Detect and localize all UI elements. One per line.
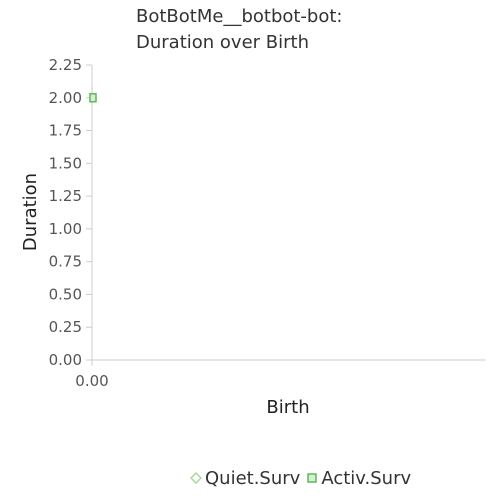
legend-label-activ-surv: Activ.Surv — [321, 467, 412, 489]
y-tick-label: 0.00 — [49, 351, 82, 369]
y-tick-label: 0.25 — [49, 318, 82, 336]
legend-label-quiet-surv: Quiet.Surv — [205, 467, 301, 489]
diamond-marker-icon — [190, 472, 202, 484]
legend-item-quiet-surv[interactable]: Quiet.Surv — [190, 468, 300, 489]
y-axis-title: Duration — [20, 173, 41, 251]
y-tick-label: 0.75 — [49, 253, 82, 271]
y-tick-label: 1.50 — [49, 154, 82, 172]
y-tick-label: 1.25 — [49, 187, 82, 205]
x-axis-ticks: 0.00 — [75, 360, 109, 390]
y-tick-label: 2.25 — [49, 56, 82, 74]
y-tick-label: 1.75 — [49, 122, 82, 140]
x-axis-title: Birth — [266, 397, 309, 418]
chart-title-line-2: Duration over Birth — [136, 32, 309, 53]
legend: Quiet.Surv Activ.Surv — [190, 466, 417, 490]
y-tick-label: 0.50 — [49, 285, 82, 303]
legend-item-activ-surv[interactable]: Activ.Surv — [306, 468, 411, 489]
y-tick-label: 2.00 — [49, 89, 82, 107]
square-marker-icon — [307, 473, 318, 483]
x-tick-label: 0.00 — [75, 372, 108, 390]
data-points — [89, 93, 97, 103]
chart-title-line-1: BotBotMe__botbot-bot: — [136, 6, 343, 27]
data-point-activ-surv[interactable] — [89, 93, 97, 103]
y-axis-ticks: 0.00 0.25 0.50 0.75 1.00 1.25 1.50 1.75 2.00 2.25 — [49, 56, 92, 369]
y-tick-label: 1.00 — [49, 220, 82, 238]
